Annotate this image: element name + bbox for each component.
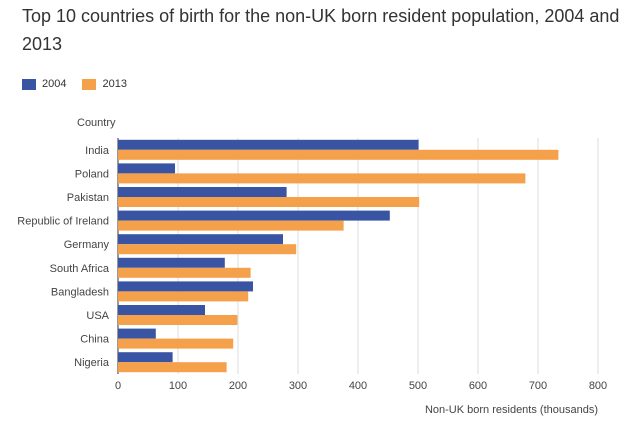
x-tick-label-500: 500 [409,380,427,392]
bar-bangladesh-2004[interactable] [118,281,253,292]
bar-poland-2004[interactable] [118,163,175,174]
category-label-china: China [80,334,110,346]
legend-item-2013[interactable]: 2013 [82,78,127,90]
x-tick-label-100: 100 [169,380,187,392]
x-tick-label-600: 600 [469,380,487,392]
x-axis-label: Non-UK born residents (thousands) [425,404,598,416]
bar-republic-of-ireland-2013[interactable] [118,220,344,231]
bar-pakistan-2013[interactable] [118,197,420,207]
legend-swatch-2013 [82,78,97,90]
legend-label-2013: 2013 [102,78,127,90]
category-label-germany: Germany [64,239,110,251]
x-tick-label-300: 300 [289,380,307,392]
x-tick-label-0: 0 [115,380,121,392]
bar-india-2013[interactable] [118,149,559,160]
bar-south-africa-2004[interactable] [118,257,225,268]
category-label-bangladesh: Bangladesh [51,286,109,298]
bar-china-2004[interactable] [118,328,156,339]
x-tick-label-400: 400 [349,380,367,392]
bar-nigeria-2004[interactable] [118,352,173,363]
x-tick-label-800: 800 [589,380,607,392]
legend-label-2004: 2004 [42,78,67,90]
legend: 2004 2013 [22,78,143,90]
x-tick-label-700: 700 [529,380,547,392]
y-axis-label: Country [77,117,116,129]
bar-nigeria-2013[interactable] [118,362,227,373]
bar-bangladesh-2013[interactable] [118,291,249,302]
category-label-poland: Poland [75,168,109,180]
category-label-pakistan: Pakistan [67,192,109,204]
category-label-south-africa: South Africa [50,263,110,275]
bar-usa-2013[interactable] [118,315,238,325]
category-label-nigeria: Nigeria [74,357,110,369]
bar-poland-2013[interactable] [118,173,526,184]
category-label-republic-of-ireland: Republic of Ireland [17,216,109,228]
legend-swatch-2004 [22,78,36,90]
bar-china-2013[interactable] [118,338,234,349]
category-label-usa: USA [86,310,109,322]
bar-pakistan-2004[interactable] [118,187,287,197]
bar-republic-of-ireland-2004[interactable] [118,210,390,221]
bars [118,139,559,373]
bar-usa-2004[interactable] [118,305,205,315]
bar-germany-2004[interactable] [118,234,283,245]
bar-germany-2013[interactable] [118,244,297,255]
x-tick-label-200: 200 [229,380,247,392]
chart-title: Top 10 countries of birth for the non-UK… [22,6,620,54]
axis-labels: 0 100 200 300 400 500 600 700 800 India Poland Paki… [17,145,607,392]
legend-item-2004[interactable]: 2004 [22,78,66,90]
category-label-india: India [85,145,110,157]
bar-south-africa-2013[interactable] [118,267,251,278]
bar-india-2004[interactable] [118,139,419,150]
